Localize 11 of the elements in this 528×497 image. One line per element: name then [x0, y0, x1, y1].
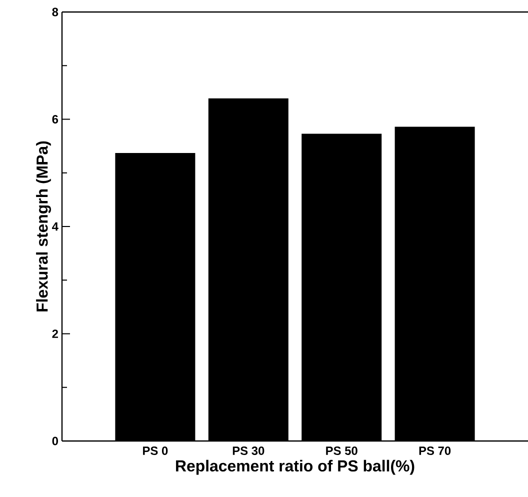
x-tick-label: PS 70 — [419, 446, 451, 455]
y-tick-label: 4 — [52, 222, 58, 231]
x-tick-label: PS 50 — [326, 446, 358, 455]
y-tick-label: 0 — [52, 436, 58, 446]
x-tick-label: PS 30 — [232, 446, 264, 456]
y-tick-label: 6 — [52, 115, 58, 124]
y-axis-title: Flexural stengrh (MPa) — [36, 141, 51, 312]
y-tick-label: 2 — [52, 330, 58, 338]
y-tick-label: 8 — [52, 8, 58, 16]
x-axis-title: Replacement ratio of PS ball(%) — [176, 460, 414, 475]
x-tick-label: PS 0 — [143, 446, 168, 455]
